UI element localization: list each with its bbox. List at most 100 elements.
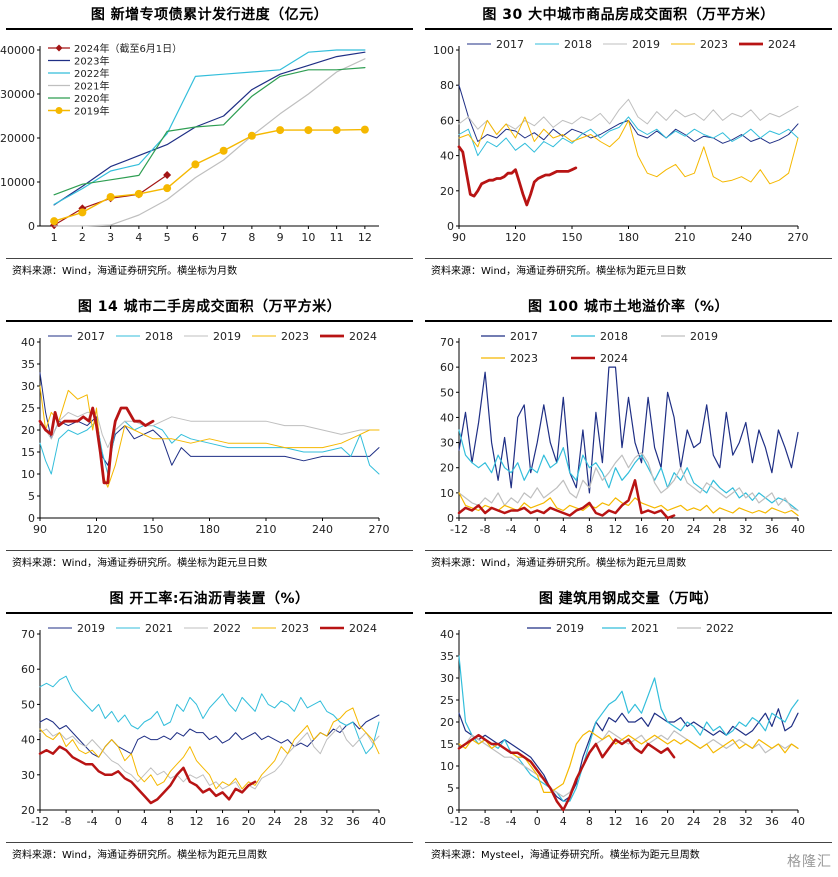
series-line-2018	[458, 429, 799, 512]
x-tick-label: 8	[586, 523, 593, 536]
x-tick-label: 4	[135, 231, 142, 244]
series-line-2022年	[53, 49, 366, 205]
x-tick-label: 240	[312, 523, 333, 536]
data-point	[191, 160, 200, 169]
plot-p2: 0 20 40 60 80 100 90 120 150 180 210 240 270 2017 2018…	[433, 38, 809, 244]
series-line-2018	[39, 420, 380, 475]
y-tick-label: 50	[440, 386, 454, 399]
title-rule	[425, 28, 832, 30]
y-tick-label: 0	[28, 512, 35, 525]
series-line-2019	[458, 452, 799, 512]
x-tick-label: 20	[661, 815, 675, 828]
legend-label: 2019	[556, 622, 584, 635]
legend-label: 2019	[632, 38, 660, 51]
legend-label: 2024	[600, 352, 628, 365]
chart-title: 图 建筑用钢成交量（万吨）	[538, 591, 719, 607]
chart-title: 图 30 大中城市商品房成交面积（万平方米）	[482, 7, 775, 23]
source-rule	[6, 842, 413, 843]
series-line-2019	[458, 98, 799, 135]
y-tick-label: 0	[447, 512, 454, 525]
series-line-2020年	[53, 66, 366, 196]
y-tick-label: 40	[21, 734, 35, 747]
series-line-2023年	[53, 51, 366, 206]
legend-label: 2023年	[74, 55, 109, 68]
x-tick-label: 120	[505, 231, 526, 244]
y-tick-label: 25	[440, 694, 454, 707]
x-tick-label: 180	[199, 523, 220, 536]
y-tick-label: 15	[21, 446, 35, 459]
x-tick-label: 4	[560, 523, 567, 536]
data-point	[332, 126, 341, 135]
x-tick-label: 0	[534, 523, 541, 536]
series-line-2019年	[53, 128, 366, 222]
x-tick-label: -12	[31, 815, 49, 828]
y-tick-label: 80	[440, 79, 454, 92]
x-tick-label: 240	[731, 231, 752, 244]
title-rule	[425, 612, 832, 614]
data-point	[50, 217, 59, 226]
x-tick-label: 12	[608, 815, 622, 828]
legend-label: 2024	[349, 622, 377, 635]
source-rule	[425, 550, 832, 551]
chart-title: 图 新增专项债累计发行进度（亿元）	[90, 7, 329, 23]
x-tick-label: -4	[506, 523, 517, 536]
series-line-s3	[458, 730, 799, 793]
legend-label: 2019年	[74, 105, 109, 118]
x-tick-label: 8	[586, 815, 593, 828]
y-tick-label: 20	[440, 185, 454, 198]
data-point	[106, 192, 115, 201]
y-tick-label: 70	[440, 336, 454, 349]
y-tick-label: 20	[440, 716, 454, 729]
x-tick-label: 90	[33, 523, 47, 536]
legend-label: 2023	[281, 330, 309, 343]
legend-label: 2018	[564, 38, 592, 51]
y-tick-label: 5	[28, 490, 35, 503]
x-tick-label: 7	[220, 231, 227, 244]
data-point	[360, 125, 369, 134]
series-line-2017	[458, 366, 799, 494]
chart-panel-p1: 图 新增专项债累计发行进度（亿元） 资料来源：Wind，海通证券研究所。横坐标为月…	[0, 0, 419, 292]
source-note: 资料来源：Wind，海通证券研究所。横坐标为距元旦日数	[12, 558, 268, 569]
x-tick-label: 4	[141, 815, 148, 828]
data-point	[163, 184, 172, 193]
source-note: 资料来源：Wind，海通证券研究所。横坐标为距元旦周数	[431, 558, 687, 569]
x-tick-label: 6	[192, 231, 199, 244]
data-point	[247, 131, 256, 140]
y-tick-label: 0	[447, 804, 454, 817]
x-tick-label: 8	[167, 815, 174, 828]
y-tick-label: 60	[440, 114, 454, 127]
legend-label: 2024年（截至6月1日）	[74, 42, 182, 55]
x-tick-label: 32	[320, 815, 334, 828]
x-tick-label: -8	[480, 815, 491, 828]
x-tick-label: 40	[791, 523, 805, 536]
legend-label: 2021年	[74, 80, 109, 93]
x-tick-label: 28	[713, 523, 727, 536]
chart-panel-p6: 图 建筑用钢成交量（万吨） 资料来源：Mysteel，海通证券研究所。横坐标为距元…	[419, 584, 838, 876]
x-tick-label: 12	[608, 523, 622, 536]
data-point	[304, 126, 313, 135]
x-tick-label: 12	[358, 231, 372, 244]
y-tick-label: 25	[21, 402, 35, 415]
x-tick-label: -4	[506, 815, 517, 828]
y-tick-label: 70	[21, 628, 35, 641]
x-tick-label: 10	[301, 231, 315, 244]
title-rule	[6, 28, 413, 30]
y-tick-label: 30	[21, 769, 35, 782]
legend-label: 2023	[281, 622, 309, 635]
y-tick-label: 0	[28, 220, 35, 233]
legend-label: 2024	[349, 330, 377, 343]
y-tick-label: 20	[440, 462, 454, 475]
legend-marker	[55, 107, 63, 114]
y-tick-label: 35	[440, 650, 454, 663]
series-line-2023	[39, 385, 380, 488]
x-tick-label: 180	[618, 231, 639, 244]
series-line-2022	[458, 730, 799, 798]
y-tick-label: 15	[440, 738, 454, 751]
chart-panel-p4: 图 100 城市土地溢价率（%） 资料来源：Wind，海通证券研究所。横坐标为距元…	[419, 292, 838, 584]
x-tick-label: 24	[268, 815, 282, 828]
y-tick-label: 10	[440, 487, 454, 500]
x-tick-label: 5	[164, 231, 171, 244]
x-tick-label: 36	[346, 815, 360, 828]
y-tick-label: 20	[21, 804, 35, 817]
